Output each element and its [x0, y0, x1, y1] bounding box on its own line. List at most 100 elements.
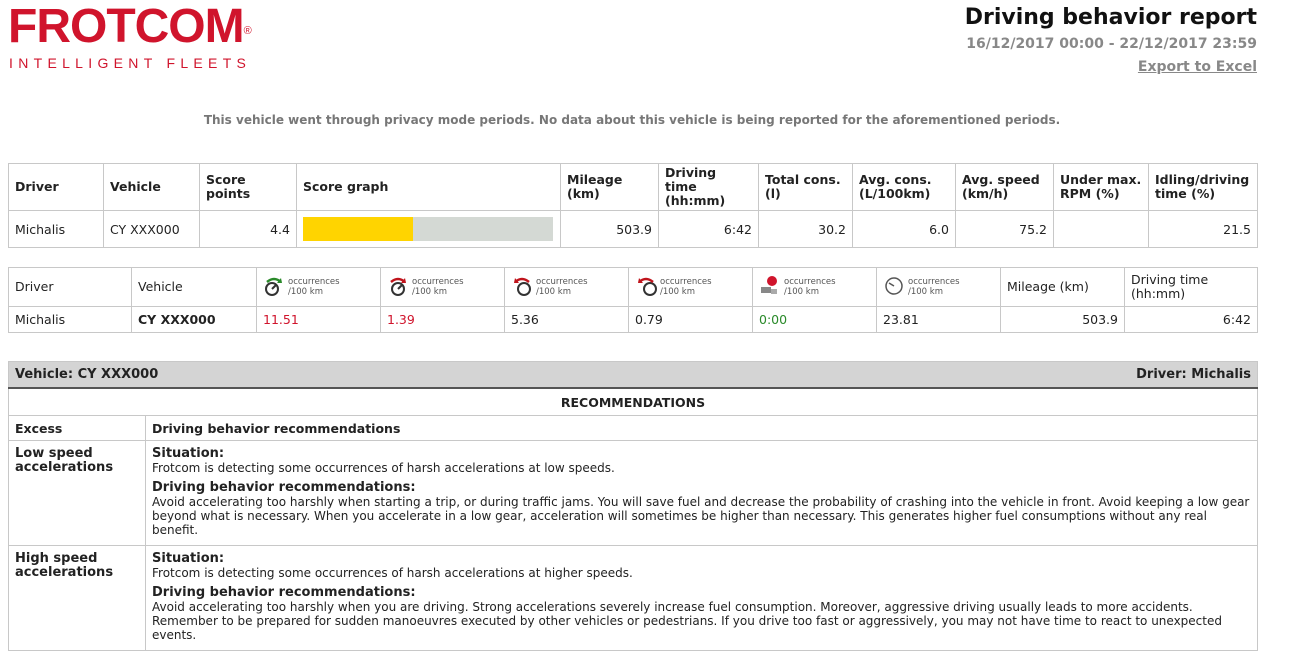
column-header: Mileage (km)	[1000, 267, 1125, 307]
advice-label: Driving behavior recommendations:	[152, 585, 416, 600]
event-unit: occurrences/100 km	[288, 277, 340, 297]
cell: 30.2	[758, 210, 853, 248]
event-icon	[759, 275, 781, 300]
cell: Michalis	[8, 210, 104, 248]
export-link[interactable]: Export to Excel	[1137, 59, 1257, 75]
event-header: occurrences/100 km	[876, 267, 1001, 307]
event-unit: occurrences/100 km	[412, 277, 464, 297]
score-graph-cell	[296, 210, 561, 248]
event-label: occurrences/100 km	[883, 275, 994, 300]
situation-label: Situation:	[152, 551, 225, 566]
column-header: Mileage (km)	[560, 163, 659, 211]
event-icon	[635, 275, 657, 300]
cell: 6:42	[658, 210, 759, 248]
cell: CY XXX000	[131, 306, 257, 333]
column-header: Idling/driving time (%)	[1148, 163, 1258, 211]
event-unit: occurrences/100 km	[784, 277, 836, 297]
event-header: occurrences/100 km	[504, 267, 629, 307]
data-row: Michalis CY XXX000 4.4 503.9 6:42 30.2 6.0 75.2…	[8, 210, 1258, 248]
score-bar	[303, 217, 413, 241]
column-header: Score points	[199, 163, 297, 211]
column-header: Driver	[8, 163, 104, 211]
cell: 21.5	[1148, 210, 1258, 248]
recommendation-cell: Situation: Frotcom is detecting some occu…	[145, 440, 1258, 546]
header-row: Driver Vehicle occurrences/100 km occurrenc…	[8, 267, 1258, 307]
recommendations-table: Vehicle: CY XXX000 Driver: Michalis RECOMM…	[8, 361, 1258, 651]
situation-label: Situation:	[152, 446, 225, 461]
score-graph	[303, 217, 553, 241]
header-line: occurrences	[288, 277, 340, 287]
logo-mark: ®	[243, 25, 252, 37]
cell: 11.51	[256, 306, 381, 333]
column-header: Score graph	[296, 163, 561, 211]
column-header: Vehicle	[131, 267, 257, 307]
recommendation-row: High speed accelerations Situation: Frotco…	[8, 545, 1258, 651]
header-row: Driver Vehicle Score points Score graph Mile…	[8, 163, 1258, 211]
event-icon	[511, 275, 533, 300]
event-icon	[883, 275, 905, 300]
vehicle-label: Vehicle: CY XXX000	[15, 367, 159, 382]
data-row: Michalis CY XXX000 11.51 1.39 5.36 0.79 0:00 23…	[8, 306, 1258, 333]
report-title: Driving behavior report	[964, 5, 1257, 30]
advice-label: Driving behavior recommendations:	[152, 480, 416, 495]
header-line: /100 km	[412, 287, 447, 297]
excess-label: High speed accelerations	[8, 545, 146, 651]
empty-cell	[1053, 210, 1149, 248]
event-icon	[263, 275, 285, 300]
event-header: occurrences/100 km	[628, 267, 753, 307]
header-line: occurrences	[536, 277, 588, 287]
advice-text: Avoid accelerating too harshly when star…	[152, 495, 1250, 537]
header-row: Excess Driving behavior recommendations	[8, 415, 1258, 441]
event-label: occurrences/100 km	[263, 275, 374, 300]
header-line: /100 km	[660, 287, 695, 297]
event-label: occurrences/100 km	[511, 275, 622, 300]
report-period: 16/12/2017 00:00 - 22/12/2017 23:59	[966, 36, 1257, 52]
section-bar-cell: Vehicle: CY XXX000 Driver: Michalis	[8, 361, 1258, 389]
section-bar-content: Vehicle: CY XXX000 Driver: Michalis	[15, 367, 1251, 382]
event-header: occurrences/100 km	[752, 267, 877, 307]
header-line: /100 km	[784, 287, 819, 297]
heading: RECOMMENDATIONS	[8, 387, 1258, 416]
event-label: occurrences/100 km	[387, 275, 498, 300]
event-icon	[387, 275, 409, 300]
cell: 6:42	[1124, 306, 1258, 333]
advice-text: Avoid accelerating too harshly when you …	[152, 600, 1222, 642]
event-header: occurrences/100 km	[256, 267, 381, 307]
column-header: Excess	[8, 415, 146, 441]
column-header: Avg. cons. (L/100km)	[852, 163, 956, 211]
column-header: Avg. speed (km/h)	[955, 163, 1054, 211]
heading-row: RECOMMENDATIONS	[8, 387, 1258, 416]
cell: CY XXX000	[103, 210, 200, 248]
header-line: occurrences	[412, 277, 464, 287]
cell: 4.4	[199, 210, 297, 248]
cell: 503.9	[1000, 306, 1125, 333]
event-label: occurrences/100 km	[635, 275, 746, 300]
situation-text: Frotcom is detecting some occurrences of…	[152, 566, 633, 580]
event-label: occurrences/100 km	[759, 275, 870, 300]
cell: 0.79	[628, 306, 753, 333]
column-header: Total cons. (l)	[758, 163, 853, 211]
tagline: INTELLIGENT FLEETS	[9, 55, 252, 71]
recommendation-cell: Situation: Frotcom is detecting some occu…	[145, 545, 1258, 651]
privacy-notice: This vehicle went through privacy mode p…	[203, 113, 1061, 127]
event-unit: occurrences/100 km	[908, 277, 960, 297]
cell: 75.2	[955, 210, 1054, 248]
situation-text: Frotcom is detecting some occurrences of…	[152, 461, 615, 475]
events-table: Driver Vehicle occurrences/100 km occurrenc…	[8, 267, 1258, 333]
cell: 5.36	[504, 306, 629, 333]
cell: Michalis	[8, 306, 132, 333]
event-header: occurrences/100 km	[380, 267, 505, 307]
header-line: occurrences	[908, 277, 960, 287]
header-line: /100 km	[536, 287, 571, 297]
summary-table: Driver Vehicle Score points Score graph Mile…	[8, 163, 1258, 248]
event-unit: occurrences/100 km	[660, 277, 712, 297]
logo-text: FROTCOM	[8, 0, 245, 53]
header-line: /100 km	[288, 287, 323, 297]
column-header: Driving behavior recommendations	[145, 415, 1258, 441]
cell: 503.9	[560, 210, 659, 248]
header-line: occurrences	[660, 277, 712, 287]
driver-label: Driver: Michalis	[1136, 367, 1251, 382]
header-line: occurrences	[784, 277, 836, 287]
logo: FROTCOM®	[8, 2, 252, 52]
